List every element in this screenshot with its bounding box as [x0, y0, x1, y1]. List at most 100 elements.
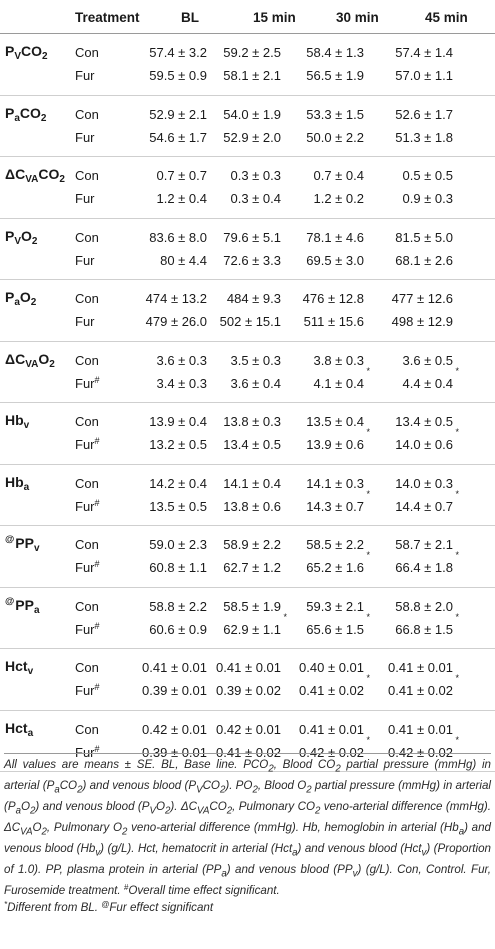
- value-cell-min45: 0.9 ± 0.3: [402, 191, 453, 206]
- table-row: Fur# 60.6 ± 0.9 62.9 ± 1.1 * 65.6 ± 1.5 * 66.8…: [0, 611, 495, 640]
- param-group-hbv: Hbv Con 13.9 ± 0.4 13.8 ± 0.3 13.5 ± 0.4 13.4…: [0, 403, 495, 465]
- value-cell-min15: 484 ± 9.3: [226, 291, 281, 306]
- value-cell-min30: 0.7 ± 0.4: [313, 168, 364, 183]
- param-group-paco2: PaCO2 Con 52.9 ± 2.1 54.0 ± 1.9 53.3 ± 1.5 52…: [0, 96, 495, 157]
- value-cell-bl: 0.42 ± 0.01: [142, 721, 207, 737]
- value-cell-min30: 56.5 ± 1.9: [306, 68, 364, 83]
- table-row: Fur 59.5 ± 0.9 58.1 ± 2.1 56.5 ± 1.9 57.0 ± …: [0, 66, 495, 86]
- value-cell-min45: 14.4 ± 0.7 *: [395, 488, 459, 514]
- param-group-pvco2: PVCO2 Con 57.4 ± 3.2 59.2 ± 2.5 58.4 ± 1.3 57…: [0, 34, 495, 96]
- param-label: ΔCVAO2: [5, 350, 55, 370]
- param-label: Hctv: [5, 658, 34, 677]
- value-cell-min30: 14.1 ± 0.3: [306, 475, 364, 491]
- treatment-cell: Fur: [75, 68, 95, 83]
- param-group-ppv: @PPv Con 59.0 ± 2.3 58.9 ± 2.2 58.5 ± 2.2 58.…: [0, 526, 495, 588]
- value-cell-bl: 0.39 ± 0.01: [142, 683, 207, 698]
- treatment-cell: Fur#: [75, 374, 100, 391]
- param-label: ΔCVACO2: [5, 166, 65, 185]
- value-cell-min45: 4.4 ± 0.4 *: [402, 365, 459, 391]
- value-cell-min15: 0.3 ± 0.4: [230, 191, 281, 206]
- value-cell-min15: 58.5 ± 1.9: [223, 598, 281, 614]
- treatment-cell: Con: [75, 598, 99, 614]
- param-group-dcvaco2: ΔCVACO2 Con 0.7 ± 0.7 0.3 ± 0.3 0.7 ± 0.4 0.5…: [0, 157, 495, 219]
- value-cell-min45: 58.7 ± 2.1: [395, 537, 453, 552]
- table-row: Fur# 0.39 ± 0.01 0.41 ± 0.02 0.42 ± 0.02 * 0.…: [0, 735, 495, 763]
- value-cell-min45: 57.0 ± 1.1: [395, 68, 453, 83]
- value-cell-min45: 0.5 ± 0.5: [402, 168, 453, 183]
- treatment-cell: Fur: [75, 314, 95, 329]
- treatment-cell: Con: [75, 168, 99, 183]
- header-30min: 30 min: [336, 10, 379, 25]
- table-row: Con 59.0 ± 2.3 58.9 ± 2.2 58.5 ± 2.2 58.7 ± …: [0, 535, 495, 555]
- value-cell-min30: 0.41 ± 0.01: [299, 721, 364, 737]
- value-cell-bl: 83.6 ± 8.0: [149, 229, 207, 245]
- value-cell-min30: 58.4 ± 1.3: [306, 45, 364, 60]
- value-cell-min30: 511 ± 15.6: [303, 314, 364, 329]
- value-cell-bl: 57.4 ± 3.2: [149, 45, 207, 60]
- value-cell-min30: 69.5 ± 3.0: [306, 252, 364, 268]
- value-cell-min45: 66.8 ± 1.5 *: [395, 611, 459, 637]
- treatment-cell: Con: [75, 352, 99, 368]
- value-cell-min15: 0.3 ± 0.3: [230, 168, 281, 183]
- value-cell-bl: 479 ± 26.0: [145, 314, 207, 329]
- param-group-hba: Hba Con 14.2 ± 0.4 14.1 ± 0.4 14.1 ± 0.3 14.0…: [0, 465, 495, 526]
- header-bl: BL: [181, 10, 199, 25]
- value-cell-min45: 57.4 ± 1.4: [395, 45, 453, 60]
- param-label: @PPa: [5, 595, 40, 616]
- value-cell-min45: 0.41 ± 0.01: [388, 660, 453, 675]
- table-row: Con 57.4 ± 3.2 59.2 ± 2.5 58.4 ± 1.3 57.4 ± …: [0, 43, 495, 63]
- value-cell-min45: 66.4 ± 1.8 *: [395, 550, 459, 576]
- value-cell-min15: 0.39 ± 0.02: [216, 683, 281, 698]
- value-cell-min15: 3.6 ± 0.4: [230, 375, 281, 391]
- value-cell-min15: 58.1 ± 2.1: [223, 68, 281, 83]
- header-15min: 15 min: [253, 10, 296, 25]
- value-cell-min15: 0.41 ± 0.02: [216, 744, 281, 760]
- table-row: Con 0.7 ± 0.7 0.3 ± 0.3 0.7 ± 0.4 0.5 ± 0.5: [0, 166, 495, 186]
- value-cell-min30: 13.5 ± 0.4: [306, 414, 364, 429]
- table-row: Fur 1.2 ± 0.4 0.3 ± 0.4 1.2 ± 0.2 0.9 ± 0.3: [0, 189, 495, 209]
- value-cell-min45: 58.8 ± 2.0: [395, 598, 453, 614]
- value-cell-bl: 0.7 ± 0.7: [156, 168, 207, 183]
- value-cell-min30: 3.8 ± 0.3: [313, 352, 364, 368]
- treatment-cell: Con: [75, 721, 99, 737]
- value-cell-bl: 59.5 ± 0.9: [149, 68, 207, 83]
- value-cell-min30: 476 ± 12.8: [302, 291, 364, 306]
- value-cell-min30: 50.0 ± 2.2: [306, 129, 364, 145]
- value-cell-min30: 59.3 ± 2.1: [306, 598, 364, 614]
- value-cell-min45: 68.1 ± 2.6: [395, 252, 453, 268]
- value-cell-bl: 54.6 ± 1.7: [149, 129, 207, 145]
- value-cell-min15: 62.9 ± 1.1 *: [223, 611, 287, 637]
- treatment-cell: Fur: [75, 129, 95, 145]
- treatment-cell: Fur: [75, 191, 95, 206]
- value-cell-min45: 0.41 ± 0.02 *: [388, 673, 459, 699]
- table-row: Fur 54.6 ± 1.7 52.9 ± 2.0 50.0 ± 2.2 51.3 ± …: [0, 128, 495, 148]
- value-cell-bl: 60.6 ± 0.9: [149, 621, 207, 637]
- table-body: PVCO2 Con 57.4 ± 3.2 59.2 ± 2.5 58.4 ± 1.3 57…: [0, 34, 495, 772]
- value-cell-min45: 477 ± 12.6: [391, 291, 453, 306]
- table-row: Fur# 60.8 ± 1.1 62.7 ± 1.2 65.2 ± 1.6 * 66.4 …: [0, 550, 495, 578]
- value-cell-min45: 81.5 ± 5.0: [395, 229, 453, 245]
- table-row: Fur 80 ± 4.4 72.6 ± 3.3 69.5 ± 3.0 68.1 ± 2.…: [0, 251, 495, 271]
- param-group-dcvao2: ΔCVAO2 Con 3.6 ± 0.3 3.5 ± 0.3 3.8 ± 0.3 3.6 …: [0, 342, 495, 403]
- value-cell-min45: 51.3 ± 1.8: [395, 129, 453, 145]
- table-header: Treatment BL 15 min 30 min 45 min: [0, 0, 495, 34]
- table-row: Fur# 3.4 ± 0.3 3.6 ± 0.4 4.1 ± 0.4 * 4.4 ± 0.…: [0, 365, 495, 394]
- value-cell-min15: 62.7 ± 1.2: [223, 560, 281, 575]
- value-cell-bl: 80 ± 4.4: [160, 252, 207, 268]
- treatment-cell: Con: [75, 45, 99, 60]
- value-cell-min45: 14.0 ± 0.3: [395, 475, 453, 491]
- value-cell-min15: 59.2 ± 2.5: [223, 45, 281, 60]
- header-treatment: Treatment: [75, 10, 140, 25]
- value-cell-min30: 58.5 ± 2.2: [306, 537, 364, 552]
- value-cell-bl: 59.0 ± 2.3: [149, 537, 207, 552]
- value-cell-min15: 0.41 ± 0.01: [216, 660, 281, 675]
- treatment-cell: Con: [75, 475, 99, 491]
- value-cell-min30: 14.3 ± 0.7 *: [306, 488, 370, 514]
- treatment-cell: Fur#: [75, 682, 100, 699]
- value-cell-min45: 52.6 ± 1.7: [395, 106, 453, 122]
- value-cell-min45: 3.6 ± 0.5: [402, 352, 453, 368]
- param-label: PaCO2: [5, 104, 47, 124]
- value-cell-bl: 13.5 ± 0.5: [149, 498, 207, 514]
- param-label: Hcta: [5, 719, 34, 739]
- param-group-hcta: Hcta Con 0.42 ± 0.01 0.42 ± 0.01 0.41 ± 0.01…: [0, 711, 495, 772]
